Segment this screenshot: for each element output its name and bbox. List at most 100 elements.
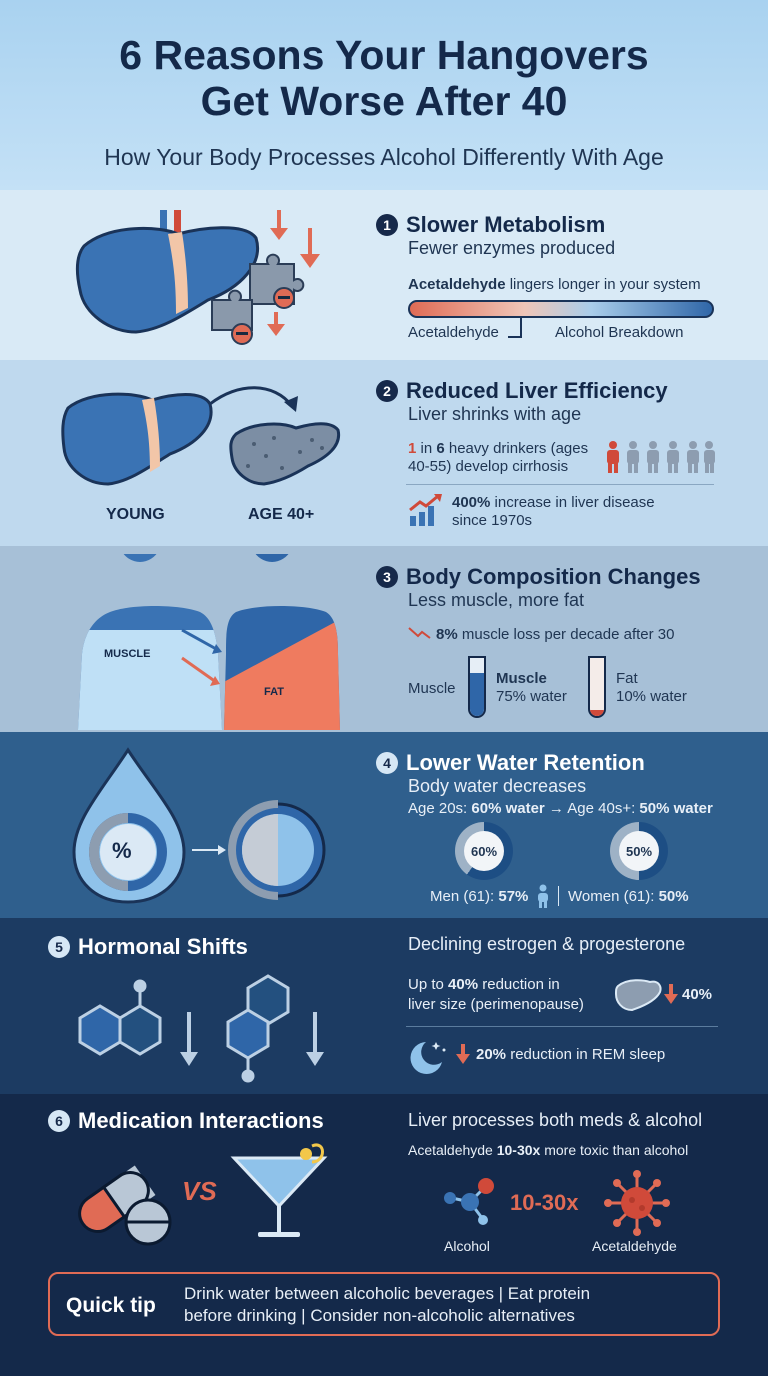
quick-tip-line-2: before drinking | Consider non-alcoholic… xyxy=(184,1306,575,1325)
section-slower-metabolism: 1 Slower Metabolism Fewer enzymes produce… xyxy=(0,190,768,360)
trend-down-icon xyxy=(408,627,431,639)
young-liver-icon xyxy=(61,392,213,486)
fat-figure-label: FAT xyxy=(264,686,284,698)
liver-size-value: 40% xyxy=(682,986,713,1003)
molecule-icon xyxy=(78,979,162,1056)
section-hormonal-shifts: 5 Hormonal Shifts Declining estrogen & pr… xyxy=(0,918,768,1094)
quick-tip-box: Quick tip Drink water between alcoholic … xyxy=(48,1272,720,1336)
cirrhosis-stat: 1 in 6 heavy drinkers (ages xyxy=(408,440,589,457)
gauge-60-label: 60% xyxy=(464,831,504,871)
water-age-comparison: Age 20s: 60% water → Age 40s+: 50% water xyxy=(408,800,713,817)
reason-number: 3 xyxy=(376,566,398,588)
liver-enzyme-illustration xyxy=(75,210,320,345)
header: 6 Reasons Your Hangovers Get Worse After… xyxy=(0,0,768,190)
reason-number: 4 xyxy=(376,752,398,774)
reason-3-subtitle: Less muscle, more fat xyxy=(408,590,585,610)
drop-percent-symbol: % xyxy=(112,838,132,863)
bar-right-label: Alcohol Breakdown xyxy=(555,324,684,341)
water-drop-illustration xyxy=(72,747,326,904)
moon-stars-icon xyxy=(410,1042,446,1074)
quick-tip-line-1: Drink water between alcoholic beverages … xyxy=(184,1284,591,1303)
meds-vs-alcohol-illustration xyxy=(78,1143,328,1246)
small-liver-icon xyxy=(614,979,662,1012)
gauge-50: 50% xyxy=(610,822,668,880)
acetaldehyde-note: Acetaldehyde lingers longer in your syst… xyxy=(408,276,701,293)
down-arrows-icon xyxy=(267,210,320,336)
breakdown-bar xyxy=(408,300,714,318)
muscle-figure-label: MUSCLE xyxy=(104,648,151,660)
young-label: YOUNG xyxy=(106,506,165,523)
diagonal-arrows-icon xyxy=(181,628,222,686)
women-stat: Women (61): 50% xyxy=(568,888,689,905)
reason-1-title: 1 Slower Metabolism xyxy=(376,212,605,238)
gauge-50-label: 50% xyxy=(619,831,659,871)
trend-up-icon xyxy=(409,494,442,526)
age-40-label: AGE 40+ xyxy=(248,506,315,523)
liver-icon xyxy=(75,210,259,334)
liver-size-stat: Up to 40% reduction in xyxy=(408,976,560,993)
liver-disease-stat: 400% increase in liver disease xyxy=(452,494,655,511)
down-arrow-icon xyxy=(664,984,678,1004)
person-icon xyxy=(538,884,548,908)
fat-water: 10% water xyxy=(616,688,687,705)
body-silhouettes-illustration xyxy=(78,554,340,730)
reason-3-title: 3 Body Composition Changes xyxy=(376,564,701,590)
liver-comparison-illustration xyxy=(61,386,341,486)
reason-5-title: 5 Hormonal Shifts xyxy=(48,934,248,960)
section-medication-interactions: 6 Medication Interactions VS Liver proces… xyxy=(0,1094,768,1376)
reason-6-title: 6 Medication Interactions xyxy=(48,1108,324,1134)
reason-4-subtitle: Body water decreases xyxy=(408,776,587,796)
toxicity-multiplier: 10-30x xyxy=(510,1190,579,1215)
tablet-icon xyxy=(124,1198,172,1246)
down-arrow-icon xyxy=(456,1044,470,1064)
reason-5-subtitle: Declining estrogen & progesterone xyxy=(408,934,686,954)
liver-disease-stat-line2: since 1970s xyxy=(452,512,533,529)
muscle-water: 75% water xyxy=(496,688,567,705)
divider xyxy=(406,1026,718,1027)
page-subtitle: How Your Body Processes Alcohol Differen… xyxy=(104,144,664,170)
fat-body-icon xyxy=(224,554,340,730)
bar-marker xyxy=(520,318,522,336)
fat-water-tube xyxy=(588,656,606,718)
title-line-1: 6 Reasons Your Hangovers xyxy=(119,32,649,78)
hormone-molecules-illustration xyxy=(78,974,324,1083)
vs-label: VS xyxy=(182,1176,217,1206)
page-title: 6 Reasons Your Hangovers Get Worse After… xyxy=(0,32,768,124)
section-body-composition: MUSCLE FAT 3 Body Composition Changes Les… xyxy=(0,546,768,732)
alcohol-molecule-icon xyxy=(444,1178,494,1225)
acetaldehyde-label: Acetaldehyde xyxy=(592,1238,677,1254)
cocktail-glass-icon xyxy=(230,1143,328,1237)
quick-tip-label: Quick tip xyxy=(66,1294,156,1317)
reason-number: 6 xyxy=(48,1110,70,1132)
divider xyxy=(406,484,714,485)
muscle-water-tube xyxy=(468,656,486,718)
right-arrow-icon xyxy=(218,845,226,855)
gauge-60: 60% xyxy=(455,822,513,880)
pill-capsule-icon xyxy=(78,1165,156,1233)
aged-liver-icon xyxy=(229,422,341,486)
men-stat: Men (61): 57% xyxy=(430,888,529,905)
alcohol-label: Alcohol xyxy=(444,1238,490,1254)
title-line-2: Get Worse After 40 xyxy=(200,78,568,124)
reason-2-title: 2 Reduced Liver Efficiency xyxy=(376,378,668,404)
bar-left-label: Acetaldehyde xyxy=(408,324,499,341)
fat-name: Fat xyxy=(616,670,638,687)
arrow-icon xyxy=(209,386,294,407)
reason-2-subtitle: Liver shrinks with age xyxy=(408,404,582,424)
puzzle-icon xyxy=(211,253,305,345)
toxicity-stat: Acetaldehyde 10-30x more toxic than alco… xyxy=(408,1142,689,1158)
reason-4-title: 4 Lower Water Retention xyxy=(376,750,645,776)
reason-1-subtitle: Fewer enzymes produced xyxy=(408,238,616,258)
muscle-loss-stat: 8% muscle loss per decade after 30 xyxy=(436,626,675,643)
cirrhosis-stat-line2: 40-55) develop cirrhosis xyxy=(408,458,569,475)
reason-number: 1 xyxy=(376,214,398,236)
section-water-retention: % 4 Lower Water Retention Body water decr… xyxy=(0,732,768,918)
muscle-name: Muscle xyxy=(496,670,547,687)
liver-size-stat-line2: liver size (perimenopause) xyxy=(408,996,584,1013)
divider xyxy=(558,886,559,906)
reason-number: 2 xyxy=(376,380,398,402)
rem-sleep-stat: 20% reduction in REM sleep xyxy=(476,1046,666,1063)
tube-side-label: Muscle xyxy=(408,680,456,697)
people-icon xyxy=(607,441,715,473)
half-circle-icon xyxy=(228,800,326,900)
